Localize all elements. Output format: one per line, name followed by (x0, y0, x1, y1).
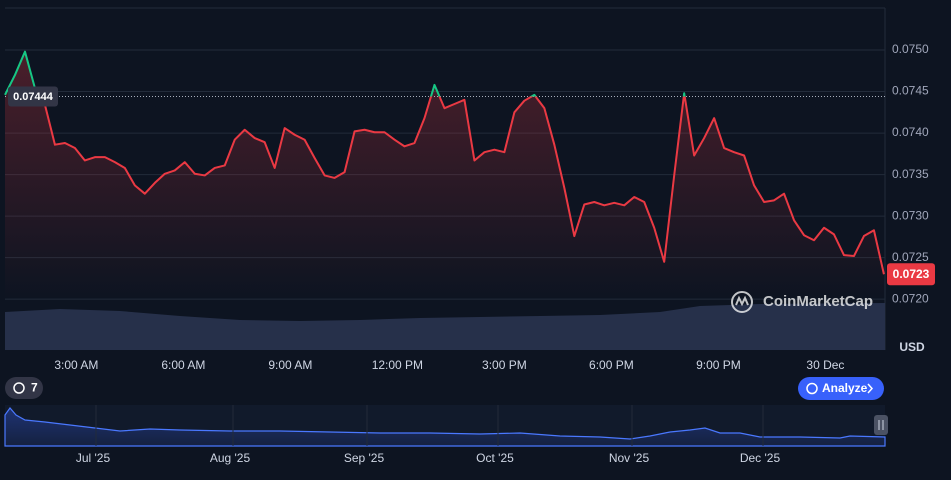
price-line (4, 50, 885, 275)
plot (4, 50, 885, 300)
x-tick-label: 6:00 AM (161, 358, 205, 372)
x-tick-label: 30 Dec (806, 358, 844, 372)
price-area (5, 51, 884, 300)
history-icon (13, 382, 25, 394)
x-tick-label: 12:00 PM (372, 358, 423, 372)
navigator-label: Jul '25 (76, 451, 111, 465)
analyze-chevron (867, 383, 874, 394)
analyze-label: Analyze (822, 381, 868, 395)
last-price-badge (887, 263, 935, 286)
x-tick-label: 9:00 PM (696, 358, 741, 372)
analyze-button[interactable] (798, 377, 884, 400)
navigator (4, 405, 888, 447)
x-tick-label: 3:00 PM (482, 358, 527, 372)
navigator-handle[interactable] (874, 415, 888, 435)
y-tick-label: 0.0745 (892, 84, 929, 98)
volume-band (5, 303, 885, 350)
y-tick-label: 0.0750 (892, 42, 929, 56)
y-unit-label: USD (899, 340, 925, 354)
x-tick-label: 9:00 AM (268, 358, 312, 372)
navigator-handle-grip (878, 420, 884, 430)
y-tick-label: 0.0725 (892, 250, 929, 264)
last-price-label: 0.0723 (893, 267, 930, 281)
y-tick-label: 0.0730 (892, 208, 929, 222)
y-tick-label: 0.0735 (892, 167, 929, 181)
history-count: 7 (31, 381, 38, 395)
navigator-label: Sep '25 (344, 451, 385, 465)
watermark-logo (731, 291, 753, 313)
navigator-label: Aug '25 (210, 451, 251, 465)
navigator-labels: Jul '25 Aug '25 Sep '25 Oct '25 Nov '25 Dec '… (76, 405, 781, 465)
reference-badge (8, 86, 58, 107)
navigator-label: Oct '25 (476, 451, 514, 465)
watermark: CoinMarketCap (763, 293, 873, 310)
reference-label: 0.07444 (13, 91, 54, 103)
navigator-line (4, 407, 886, 447)
navigator-label: Dec '25 (740, 451, 781, 465)
y-tick-label: 0.0720 (892, 291, 929, 305)
y-tick-label: 0.0740 (892, 125, 929, 139)
navigator-label: Nov '25 (609, 451, 650, 465)
x-tick-label: 6:00 PM (589, 358, 634, 372)
x-tick-label: 3:00 AM (54, 358, 98, 372)
analyze-icon (806, 382, 818, 395)
